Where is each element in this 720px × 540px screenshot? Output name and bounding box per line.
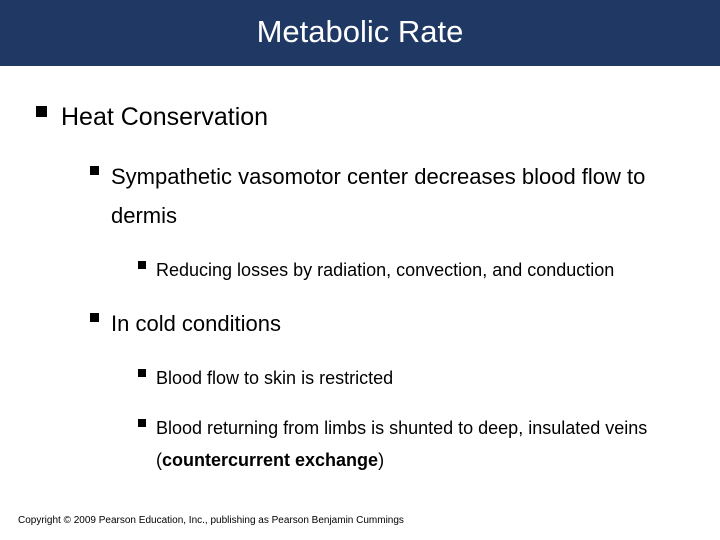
bold-term: countercurrent exchange bbox=[162, 450, 378, 470]
square-bullet-icon bbox=[138, 419, 146, 427]
bullet-text: Reducing losses by radiation, convection… bbox=[156, 254, 614, 286]
square-bullet-icon bbox=[36, 106, 47, 117]
bullet-text: Blood flow to skin is restricted bbox=[156, 362, 393, 394]
slide-title: Metabolic Rate bbox=[257, 14, 464, 49]
text-run: ) bbox=[378, 450, 384, 470]
bullet-text: Blood returning from limbs is shunted to… bbox=[156, 412, 702, 477]
square-bullet-icon bbox=[138, 369, 146, 377]
copyright-footer: Copyright © 2009 Pearson Education, Inc.… bbox=[18, 515, 404, 526]
bullet-level2: Sympathetic vasomotor center decreases b… bbox=[90, 157, 702, 236]
bullet-level3: Blood flow to skin is restricted bbox=[138, 362, 702, 394]
bullet-text: In cold conditions bbox=[111, 304, 281, 344]
slide: Metabolic Rate Heat Conservation Sympath… bbox=[0, 0, 720, 540]
square-bullet-icon bbox=[138, 261, 146, 269]
bullet-level1: Heat Conservation bbox=[36, 96, 702, 139]
bullet-text: Sympathetic vasomotor center decreases b… bbox=[111, 157, 702, 236]
content-area: Heat Conservation Sympathetic vasomotor … bbox=[0, 66, 720, 477]
bullet-level3: Blood returning from limbs is shunted to… bbox=[138, 412, 702, 477]
bullet-level3: Reducing losses by radiation, convection… bbox=[138, 254, 702, 286]
bullet-level2: In cold conditions bbox=[90, 304, 702, 344]
square-bullet-icon bbox=[90, 313, 99, 322]
square-bullet-icon bbox=[90, 166, 99, 175]
bullet-text: Heat Conservation bbox=[61, 96, 268, 139]
title-bar: Metabolic Rate bbox=[0, 0, 720, 66]
